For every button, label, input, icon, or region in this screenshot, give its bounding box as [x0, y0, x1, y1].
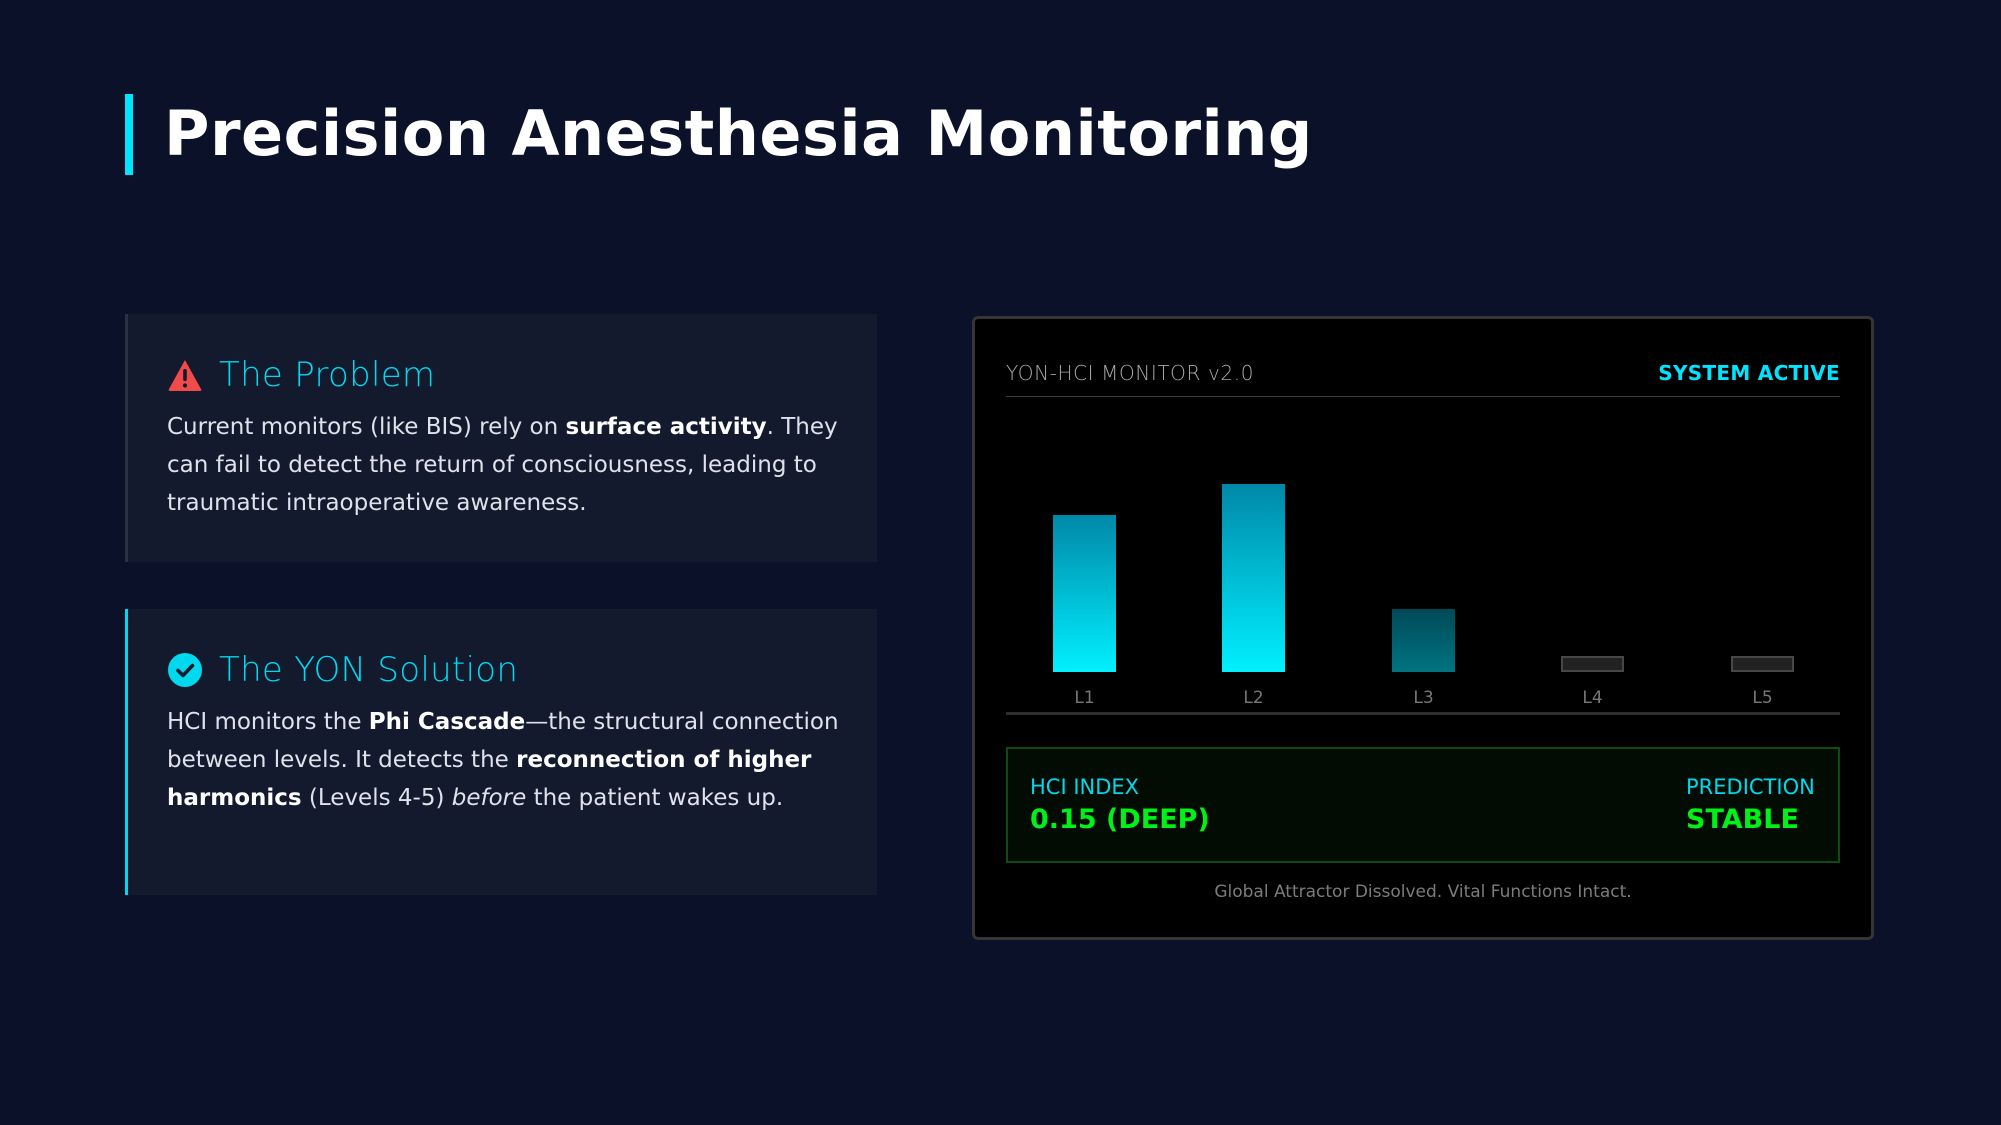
body-segment: —the structural connection between level… [167, 709, 839, 773]
hci-monitor-panel: YON-HCI MONITOR v2.0 SYSTEM ACTIVE L1 L2… [972, 316, 1874, 940]
bar-column-l3: L3 [1345, 397, 1515, 712]
solution-card-body: HCI monitors the Phi Cascade—the structu… [167, 703, 847, 817]
bar-column-l5: L5 [1684, 397, 1854, 712]
body-segment-bold: reconnection of higher harmonics [167, 747, 812, 811]
hci-readout-box: HCI INDEX 0.15 (DEEP) PREDICTION STABLE [1006, 747, 1840, 863]
solution-card-header: The YON Solution [167, 647, 837, 693]
bar-column-l2: L2 [1175, 397, 1345, 712]
bar-l4 [1561, 656, 1624, 672]
prediction-label: PREDICTION [1686, 775, 1815, 799]
problem-card-header: The Problem [167, 352, 837, 398]
body-segment: the patient wakes up. [526, 785, 784, 811]
bar-label: L5 [1752, 688, 1773, 708]
monitor-footer-status: Global Attractor Dissolved. Vital Functi… [1214, 882, 1632, 902]
bar-label: L2 [1243, 688, 1264, 708]
monitor-header: YON-HCI MONITOR v2.0 SYSTEM ACTIVE [1006, 349, 1840, 397]
problem-card: The Problem Current monitors (like BIS) … [125, 314, 877, 562]
bar-l3 [1392, 609, 1455, 672]
bar-label: L1 [1074, 688, 1095, 708]
bar-l1 [1053, 515, 1116, 672]
solution-card-title: The YON Solution [219, 650, 519, 690]
level-bar-chart: L1 L2 L3 L4 L5 [1006, 397, 1840, 715]
monitor-name: YON-HCI MONITOR v2.0 [1006, 360, 1255, 385]
page-title: Precision Anesthesia Monitoring [164, 97, 1313, 170]
bar-label: L4 [1582, 688, 1603, 708]
bar-column-l1: L1 [1006, 397, 1176, 712]
body-segment-italic: before [451, 785, 527, 811]
prediction-value: STABLE [1686, 804, 1799, 835]
problem-card-title: The Problem [219, 355, 436, 395]
bar-l2 [1222, 484, 1285, 672]
body-segment-bold: Phi Cascade [368, 709, 526, 735]
body-segment: (Levels 4-5) [301, 785, 452, 811]
bar-column-l4: L4 [1514, 397, 1684, 712]
hci-index-label: HCI INDEX [1030, 775, 1140, 799]
prediction-block: PREDICTION STABLE [1686, 773, 1815, 861]
body-segment-bold: surface activity [565, 414, 767, 440]
bar-label: L3 [1413, 688, 1434, 708]
body-segment: HCI monitors the [167, 709, 369, 735]
problem-card-body: Current monitors (like BIS) rely on surf… [167, 408, 847, 522]
title-accent-bar [125, 94, 133, 175]
hci-index-value: 0.15 (DEEP) [1030, 804, 1210, 835]
system-status-badge: SYSTEM ACTIVE [1658, 360, 1840, 385]
body-segment: Current monitors (like BIS) rely on [167, 414, 566, 440]
bar-l5 [1731, 656, 1794, 672]
check-circle-icon [168, 653, 202, 687]
warning-triangle-icon [168, 360, 202, 391]
hci-index-block: HCI INDEX 0.15 (DEEP) [1030, 773, 1210, 861]
solution-card: The YON Solution HCI monitors the Phi Ca… [125, 609, 877, 895]
body-segment: . They can fail to detect the return of … [167, 414, 838, 516]
